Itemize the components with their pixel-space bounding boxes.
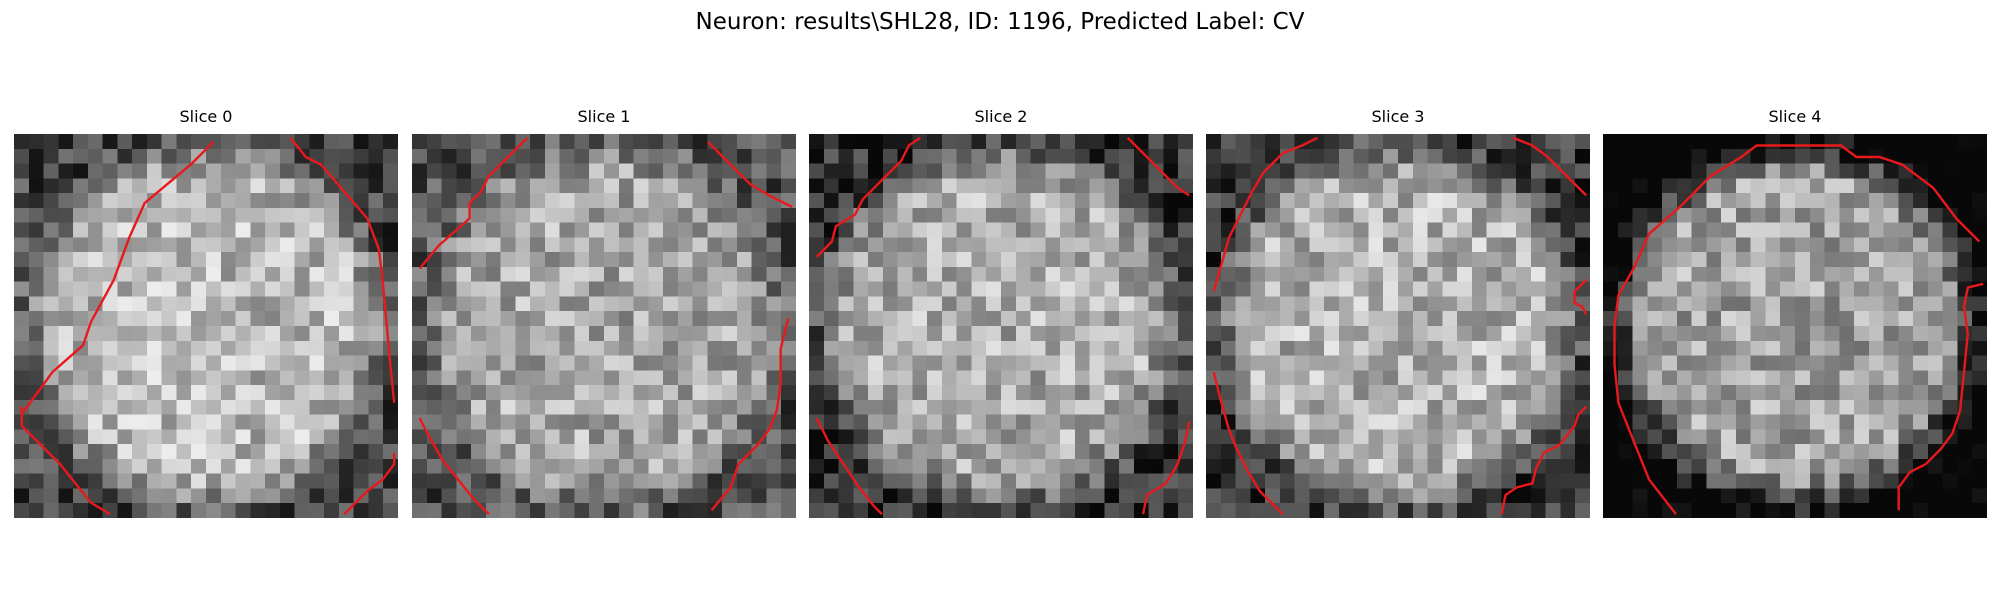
panel-title: Slice 3 bbox=[1371, 107, 1425, 126]
panel-title: Slice 0 bbox=[179, 107, 233, 126]
slice-image bbox=[1603, 134, 1987, 518]
contour-line bbox=[20, 406, 111, 516]
slice-image bbox=[14, 134, 398, 518]
contour-line bbox=[1897, 282, 1984, 511]
panel-title: Slice 2 bbox=[974, 107, 1028, 126]
contour-line bbox=[418, 136, 529, 270]
slice-pixels bbox=[412, 134, 796, 518]
contour-line bbox=[1573, 279, 1588, 316]
contour-line bbox=[1212, 136, 1318, 292]
slice-image bbox=[809, 134, 1193, 518]
panel-title: Slice 4 bbox=[1768, 107, 1822, 126]
slice-pixels bbox=[809, 134, 1193, 518]
contour-line bbox=[815, 136, 922, 258]
contour-line bbox=[20, 140, 215, 416]
slice-image bbox=[412, 134, 796, 518]
figure-title: Neuron: results\SHL28, ID: 1196, Predict… bbox=[695, 9, 1305, 35]
slice-pixels bbox=[14, 134, 398, 518]
contour-line bbox=[1512, 136, 1588, 197]
contour-line bbox=[343, 452, 396, 516]
contour-line bbox=[1613, 144, 1981, 515]
panel-title: Slice 1 bbox=[577, 107, 631, 126]
slice-pixels bbox=[1603, 134, 1987, 518]
slice-pixels bbox=[1206, 134, 1590, 518]
contour-line bbox=[1126, 136, 1190, 197]
contour-line bbox=[418, 417, 490, 516]
contour-line bbox=[706, 140, 793, 209]
contour-line bbox=[710, 318, 790, 512]
contour-line bbox=[815, 417, 883, 516]
contour-line bbox=[1141, 421, 1191, 515]
contour-line bbox=[1500, 405, 1588, 515]
contour-line bbox=[1212, 371, 1284, 516]
slice-image bbox=[1206, 134, 1590, 518]
contour-line bbox=[289, 137, 396, 403]
